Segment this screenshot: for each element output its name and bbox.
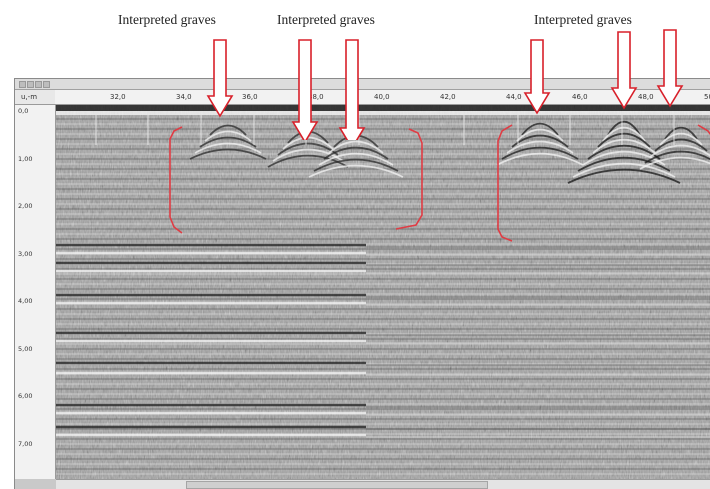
grave-box-right-right — [697, 124, 710, 135]
grave-box-right — [497, 124, 513, 242]
x-tick-label: 34,0 — [176, 93, 192, 101]
down-arrow-icon — [610, 31, 638, 110]
x-tick-label: 40,0 — [374, 93, 390, 101]
titlebar-icon — [35, 81, 42, 88]
y-tick-label: 0,0 — [18, 107, 29, 115]
down-arrow-icon — [338, 39, 366, 140]
y-tick-label: 7,00 — [18, 439, 33, 448]
y-tick-label: 3,00 — [18, 249, 33, 258]
titlebar-icon — [27, 81, 34, 88]
vertical-depth-ruler: 0,0 1,00 2,00 3,00 4,00 5,00 6,00 7,00 — [15, 105, 56, 479]
ruler-corner-label: u,-m — [21, 93, 38, 101]
x-tick-label: 36,0 — [242, 93, 258, 101]
y-tick-label: 4,00 — [18, 297, 33, 305]
reflection-bands — [56, 118, 710, 475]
x-tick-label: 38,0 — [308, 93, 324, 101]
down-arrow-icon — [656, 29, 684, 108]
down-arrow-icon — [523, 39, 551, 115]
caption-interpreted-graves-2: Interpreted graves — [277, 12, 375, 27]
x-tick-label: 44,0 — [506, 93, 522, 101]
caption-interpreted-graves-3: Interpreted graves — [534, 12, 632, 27]
y-tick-label: 2,00 — [18, 202, 33, 210]
window-titlebar — [15, 79, 710, 90]
y-tick-label: 6,00 — [18, 392, 33, 400]
x-tick-label: 46,0 — [572, 93, 588, 101]
radargram-window: u,-m 32,0 34,0 36,0 38,0 40,0 42,0 44,0 46,0 48,… — [14, 78, 710, 489]
titlebar-icon — [43, 81, 50, 88]
radargram-svg — [56, 105, 710, 479]
arrows-layer — [206, 29, 684, 140]
y-tick-label: 1,00 — [18, 154, 33, 163]
grave-hyperbolas — [189, 120, 710, 184]
x-tick-label: 48,0 — [638, 93, 654, 101]
x-tick-label: 42,0 — [440, 93, 456, 101]
y-tick-label: 5,00 — [18, 344, 33, 353]
caption-interpreted-graves-1: Interpreted graves — [118, 12, 216, 27]
interpretation-boxes — [169, 124, 710, 242]
titlebar-icon — [19, 81, 26, 88]
x-tick-label: 50,0 — [704, 93, 710, 101]
x-tick-label: 32,0 — [110, 93, 126, 101]
grave-box-left-right — [395, 128, 423, 230]
grave-box-left — [169, 126, 183, 234]
gpr-radargram-image — [56, 105, 710, 479]
trace-markers — [95, 115, 675, 145]
down-arrow-icon — [206, 39, 234, 118]
down-arrow-icon — [291, 39, 319, 140]
